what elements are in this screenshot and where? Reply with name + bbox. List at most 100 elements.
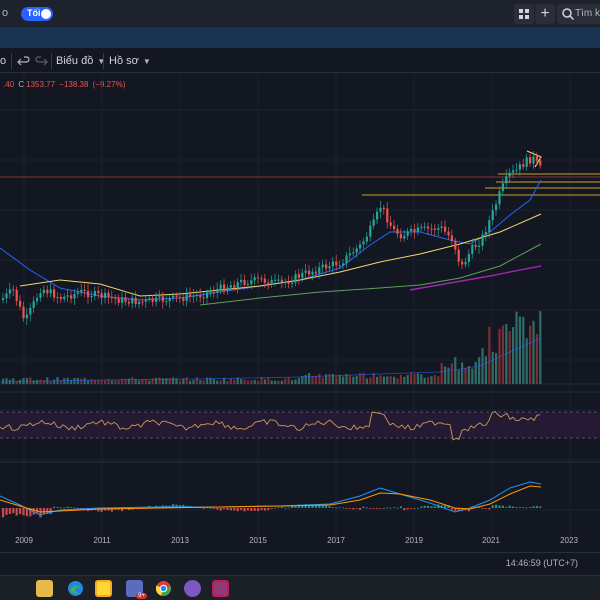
- macd-histogram-bar: [413, 508, 416, 509]
- volume-bar: [308, 373, 311, 384]
- candle-body: [355, 248, 358, 253]
- candle-body: [508, 172, 511, 177]
- macd-histogram-bar: [12, 508, 15, 514]
- candle-body: [467, 253, 470, 262]
- x-tick: 2019: [405, 536, 423, 545]
- candle-body: [110, 297, 113, 299]
- volume-bar: [488, 326, 491, 384]
- winrar-icon[interactable]: [212, 580, 229, 597]
- macd-histogram-bar: [525, 507, 528, 509]
- volume-bar: [148, 380, 151, 384]
- candle-body: [474, 244, 477, 248]
- macd-histogram-bar: [386, 507, 389, 509]
- macd-histogram-bar: [8, 508, 11, 514]
- candle-body: [42, 289, 45, 294]
- volume-bar: [501, 325, 504, 384]
- file-explorer-icon[interactable]: [36, 580, 53, 597]
- macd-histogram-bar: [481, 508, 484, 509]
- undo-icon[interactable]: [16, 53, 32, 69]
- candle-body: [331, 261, 334, 267]
- search-icon: [562, 8, 575, 21]
- candle-body: [56, 297, 59, 299]
- x-tick: 2013: [171, 536, 189, 545]
- clock[interactable]: 14:46:59 (UTC+7): [505, 558, 578, 568]
- macd-histogram-bar: [25, 508, 28, 517]
- volume-bar: [236, 377, 239, 384]
- candle-body: [8, 289, 11, 294]
- candle-body: [236, 282, 239, 288]
- rsi-line: [0, 410, 541, 441]
- macd-histogram-bar: [410, 508, 413, 509]
- macd-histogram-bar: [369, 508, 372, 509]
- volume-bar: [495, 352, 498, 384]
- volume-bar: [29, 377, 32, 384]
- candle-body: [416, 227, 419, 232]
- profile-menu[interactable]: Hồ sơ ▼: [109, 55, 151, 67]
- sticky-notes-icon[interactable]: [95, 580, 112, 597]
- x-tick: 2011: [93, 536, 111, 545]
- candle-body: [342, 263, 345, 266]
- candle-body: [512, 170, 515, 173]
- volume-bar: [168, 378, 171, 384]
- candle-body: [318, 267, 321, 274]
- viber-icon[interactable]: [184, 580, 201, 597]
- candle-body: [114, 297, 117, 299]
- moving-average-green: [199, 243, 542, 306]
- volume-bar: [243, 379, 246, 384]
- macd-histogram-bar: [175, 504, 178, 508]
- x-tick: 2023: [560, 536, 578, 545]
- candle-body: [219, 284, 222, 289]
- candle-body: [117, 298, 120, 303]
- candle-body: [2, 298, 5, 300]
- candle-body: [362, 241, 365, 245]
- volume-bar: [49, 380, 52, 384]
- macd-histogram-bar: [393, 507, 396, 509]
- macd-histogram-bar: [518, 507, 521, 509]
- layout-button[interactable]: [514, 4, 534, 24]
- candle-body: [447, 231, 450, 236]
- candle-body: [148, 298, 151, 300]
- edge-browser-icon[interactable]: [67, 580, 84, 597]
- candle-body: [345, 255, 348, 264]
- macd-histogram-bar: [430, 506, 433, 508]
- redo-icon[interactable]: [33, 53, 49, 69]
- theme-toggle[interactable]: Tối: [21, 7, 53, 21]
- windows-taskbar: 9+: [0, 575, 600, 600]
- candle-body: [478, 245, 481, 248]
- toolbar-separator: [103, 53, 104, 69]
- macd-histogram-bar: [396, 507, 399, 509]
- macd-histogram-bar: [206, 507, 209, 509]
- macd-histogram-bar: [212, 508, 215, 509]
- chrome-icon[interactable]: [155, 580, 172, 597]
- volume-bar: [53, 379, 56, 384]
- candle-body: [53, 289, 56, 298]
- toolbar-separator: [51, 53, 52, 69]
- toolbar-left-fragment[interactable]: o: [0, 55, 7, 67]
- macd-histogram-bar: [277, 507, 280, 508]
- close-value: 1353.77: [26, 80, 56, 89]
- chart-menu[interactable]: Biểu đồ ▼: [56, 55, 105, 67]
- volume-bar: [447, 367, 450, 384]
- volume-bar: [5, 378, 8, 384]
- macd-histogram-bar: [338, 507, 341, 509]
- candle-body: [257, 277, 260, 279]
- add-button[interactable]: +: [535, 4, 555, 24]
- volume-bar: [389, 376, 392, 384]
- candle-body: [481, 234, 484, 246]
- macd-histogram-bar: [19, 508, 22, 515]
- candle-body: [274, 279, 277, 281]
- macd-histogram-bar: [257, 508, 260, 512]
- rsi-pane: [0, 410, 600, 441]
- volume-bar: [42, 380, 45, 384]
- volume-bar: [182, 378, 185, 384]
- chart-area[interactable]: [0, 73, 600, 548]
- candle-body: [522, 164, 525, 167]
- candle-body: [294, 274, 297, 283]
- search-box[interactable]: Tìm kiế: [557, 4, 600, 24]
- candle-body: [386, 208, 389, 223]
- volume-bar: [97, 379, 100, 384]
- macd-histogram-bar: [70, 507, 73, 509]
- volume-bar: [131, 377, 134, 384]
- teams-icon[interactable]: 9+: [126, 580, 147, 599]
- volume-bar: [512, 327, 515, 384]
